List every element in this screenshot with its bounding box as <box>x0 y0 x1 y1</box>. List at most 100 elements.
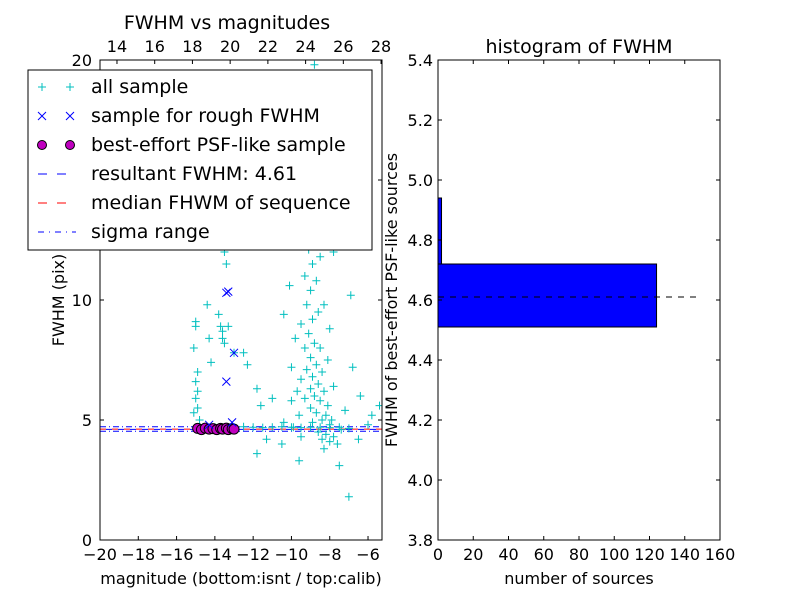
all-sample-point <box>354 435 363 444</box>
legend-cross-marker <box>37 111 47 121</box>
all-sample-point <box>318 435 327 444</box>
all-sample-point <box>203 300 212 309</box>
rough-sample-point <box>227 418 237 427</box>
legend-resultant: resultant FWHM: 4.61 <box>91 163 297 185</box>
all-sample-point <box>224 322 233 331</box>
all-sample-point <box>321 411 330 420</box>
all-sample-point <box>325 423 334 432</box>
all-sample-point <box>348 363 357 372</box>
scatter-ticks: −20 −18 −16 −14 −12 −10 −8 −6 14 16 18 20 22 24 26 28 0 5… <box>72 37 392 564</box>
all-sample-point <box>191 394 200 403</box>
all-sample-point <box>316 252 325 261</box>
scatter-panel: −20 −18 −16 −14 −12 −10 −8 −6 14 16 18 20 22 24 26 28 0 5… <box>27 12 392 588</box>
all-sample-point <box>285 281 294 290</box>
histogram-title: histogram of FWHM <box>485 36 672 58</box>
all-sample-point <box>327 416 336 424</box>
all-sample-point <box>300 394 309 403</box>
all-sample-point <box>312 276 321 285</box>
all-sample-point <box>193 368 202 376</box>
y-tick-label: 20 <box>72 51 92 70</box>
all-sample-point <box>277 422 286 431</box>
scatter-title: FWHM vs magnitudes <box>124 12 330 34</box>
all-sample-point <box>295 411 304 420</box>
scatter-ylabel: FWHM (pix) <box>49 254 68 347</box>
hist-y-tick-label: 4.4 <box>408 351 433 370</box>
all-sample-point <box>189 344 198 352</box>
top-x-tick-label: 24 <box>295 37 315 56</box>
all-sample-point <box>306 286 315 295</box>
all-sample-point <box>316 423 325 432</box>
all-sample-point <box>287 423 296 432</box>
all-sample-point <box>364 420 373 429</box>
all-sample-point <box>277 440 286 448</box>
all-sample-point <box>218 327 227 336</box>
hist-y-tick-label: 5.4 <box>408 51 433 70</box>
all-sample-point <box>252 449 261 458</box>
top-x-tick-label: 18 <box>182 37 202 56</box>
legend-plus-marker <box>38 83 46 91</box>
top-x-tick-label: 14 <box>107 37 127 56</box>
all-sample-point <box>252 384 261 393</box>
hist-x-tick-label: 40 <box>498 545 518 564</box>
best-effort-point <box>228 423 240 435</box>
x-tick-label: −18 <box>121 545 155 564</box>
all-sample-point <box>319 444 328 453</box>
all-sample-point <box>249 423 258 432</box>
all-sample-point <box>306 353 315 362</box>
all-sample-point <box>329 432 338 441</box>
all-sample-point <box>256 401 265 410</box>
all-sample-point <box>314 308 323 316</box>
all-sample-point <box>302 365 311 374</box>
all-sample-point <box>207 358 216 367</box>
all-sample-point <box>193 387 202 396</box>
all-sample-point <box>300 272 309 280</box>
all-sample-point <box>319 300 328 309</box>
all-sample-point <box>344 492 353 501</box>
all-sample-point <box>287 363 296 372</box>
histogram-bar <box>437 197 443 265</box>
hist-y-tick-label: 4.8 <box>408 231 433 250</box>
all-sample-point <box>335 423 344 432</box>
all-sample-point <box>262 435 271 444</box>
all-sample-point <box>318 368 327 376</box>
all-sample-point <box>308 315 317 324</box>
all-sample-point <box>279 418 288 427</box>
all-sample-point <box>297 432 306 441</box>
all-sample-point <box>344 424 353 433</box>
all-sample-point <box>304 329 313 338</box>
all-sample-point <box>325 437 334 446</box>
all-sample-point <box>314 380 323 388</box>
all-sample-point <box>302 300 311 309</box>
x-tick-label: −8 <box>318 545 342 564</box>
rough-sample-point <box>223 287 233 296</box>
rough-sample-point <box>222 377 231 386</box>
legend-all-sample: all sample <box>91 76 188 98</box>
all-sample-point <box>308 418 317 427</box>
all-sample-point <box>268 423 277 432</box>
x-tick-label: −20 <box>83 545 117 564</box>
all-sample-point <box>287 396 296 405</box>
all-sample-point <box>297 320 306 328</box>
all-sample-point <box>193 404 202 412</box>
top-x-tick-label: 28 <box>371 37 391 56</box>
x-tick-label: −10 <box>275 545 309 564</box>
all-sample-point <box>295 456 304 465</box>
legend-sigma: sigma range <box>91 221 210 243</box>
top-x-tick-label: 20 <box>220 37 240 56</box>
rough-sample-point <box>204 420 214 430</box>
hist-y-tick-label: 3.8 <box>408 531 433 550</box>
all-sample-point <box>191 322 200 331</box>
legend: all sample sample for rough FWHM best-ef… <box>27 69 373 251</box>
all-sample-point <box>335 461 344 470</box>
y-tick-label: 10 <box>72 291 92 310</box>
all-sample-point <box>323 356 332 364</box>
all-sample-point <box>297 375 306 384</box>
all-sample-point <box>291 334 300 343</box>
all-sample-point <box>312 408 321 417</box>
all-sample-point <box>375 401 382 410</box>
all-sample-point <box>310 60 319 69</box>
hist-y-tick-label: 4.0 <box>408 471 433 490</box>
y-tick-label: 5 <box>82 411 92 430</box>
hist-x-tick-label: 80 <box>569 545 589 564</box>
hist-x-tick-label: 20 <box>463 545 483 564</box>
